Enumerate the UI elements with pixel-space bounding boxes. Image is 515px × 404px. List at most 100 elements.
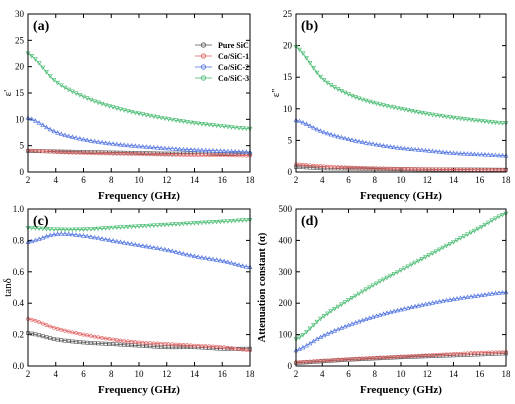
series-co-sic-3	[293, 211, 509, 342]
data-point	[405, 146, 411, 151]
data-point	[353, 293, 358, 299]
data-point	[103, 140, 109, 145]
data-point	[33, 318, 38, 323]
data-point	[360, 356, 365, 361]
data-point	[114, 151, 119, 156]
x-tick-label: 16	[475, 369, 485, 379]
data-point	[229, 346, 234, 351]
data-point	[413, 167, 417, 171]
data-point	[398, 106, 404, 112]
data-point	[336, 357, 340, 362]
data-point	[391, 308, 397, 314]
data-point	[493, 216, 498, 221]
data-point	[81, 150, 86, 154]
data-point	[448, 167, 452, 172]
data-point	[308, 163, 312, 168]
data-point	[129, 143, 135, 148]
data-point	[405, 264, 411, 269]
x-tick-label: 18	[246, 369, 256, 379]
data-point	[192, 147, 197, 152]
y-tick-label: 20	[15, 62, 25, 72]
data-point	[129, 339, 134, 344]
x-tick-label: 4	[320, 369, 325, 379]
data-point	[322, 164, 326, 169]
data-point	[388, 166, 393, 171]
data-point	[169, 117, 175, 123]
data-point	[476, 167, 480, 172]
data-point	[349, 137, 355, 142]
data-point	[419, 302, 425, 307]
data-point	[307, 61, 313, 66]
x-tick-label: 16	[218, 369, 228, 379]
data-point	[412, 146, 418, 152]
data-point	[69, 134, 75, 139]
data-point	[434, 167, 438, 172]
data-point	[353, 138, 358, 143]
data-point	[356, 318, 362, 324]
y-tick-label: 15	[283, 72, 293, 82]
data-point	[77, 93, 83, 98]
data-point	[378, 166, 382, 171]
data-point	[489, 152, 495, 157]
y-tick-label: 500	[279, 204, 293, 214]
data-point	[461, 234, 467, 239]
data-point	[155, 145, 160, 150]
data-point	[92, 138, 98, 144]
data-point	[229, 260, 234, 265]
data-point	[232, 148, 238, 154]
data-point	[381, 311, 386, 316]
data-point	[451, 296, 456, 302]
data-point	[44, 124, 49, 130]
data-point	[118, 150, 123, 155]
data-point	[447, 241, 453, 247]
series-line	[27, 53, 251, 130]
data-point	[311, 323, 316, 328]
data-point	[392, 355, 396, 359]
data-point	[367, 356, 372, 360]
data-point	[455, 351, 459, 356]
data-point	[29, 226, 35, 231]
x-tick-label: 12	[162, 369, 171, 379]
data-point	[206, 147, 212, 153]
data-point	[440, 245, 446, 251]
data-point	[243, 126, 249, 132]
data-point	[36, 236, 42, 241]
data-point	[229, 153, 234, 158]
data-point	[177, 222, 183, 227]
data-point	[325, 331, 330, 336]
data-point	[84, 96, 90, 101]
data-point	[62, 231, 68, 236]
data-point	[493, 120, 498, 126]
data-point	[188, 153, 193, 158]
data-point	[66, 87, 72, 93]
data-point	[162, 342, 167, 346]
data-point	[174, 342, 178, 347]
data-point	[360, 139, 365, 144]
data-point	[188, 343, 193, 348]
data-point	[367, 99, 372, 105]
series-co-sic-2	[25, 231, 253, 269]
data-point	[409, 109, 414, 114]
data-point	[48, 324, 53, 329]
data-point	[137, 151, 141, 155]
data-point	[426, 148, 432, 153]
x-tick-label: 8	[109, 175, 114, 185]
data-point	[118, 142, 123, 147]
data-point	[440, 149, 446, 155]
data-point	[304, 56, 309, 61]
data-point	[325, 311, 330, 317]
data-point	[136, 242, 142, 248]
data-point	[479, 151, 484, 157]
data-point	[346, 298, 351, 303]
data-point	[370, 100, 376, 106]
data-point	[339, 302, 344, 307]
data-point	[398, 268, 404, 273]
data-point	[162, 152, 167, 157]
data-point	[32, 226, 38, 231]
series-line	[295, 46, 507, 124]
data-point	[243, 264, 249, 269]
data-point	[184, 146, 190, 152]
data-point	[391, 144, 397, 149]
data-point	[155, 152, 160, 157]
data-point	[451, 352, 456, 356]
